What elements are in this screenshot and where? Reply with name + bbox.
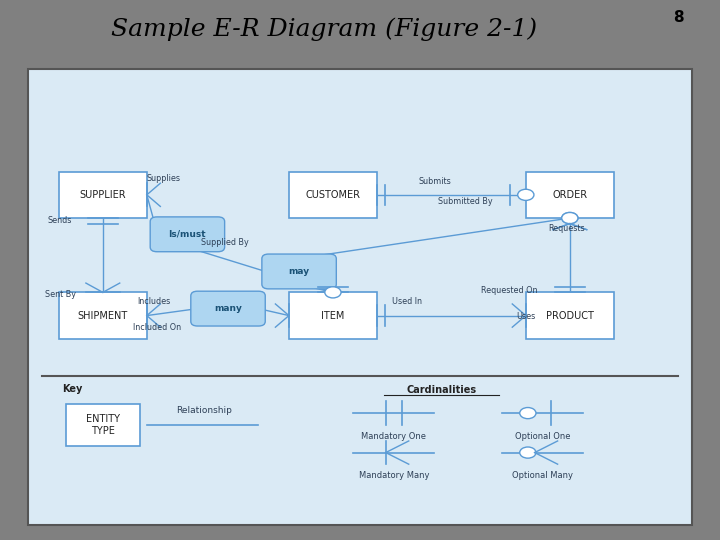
Text: Optional Many: Optional Many — [512, 471, 573, 480]
Text: ORDER: ORDER — [552, 190, 588, 200]
FancyBboxPatch shape — [191, 291, 265, 326]
Circle shape — [562, 212, 578, 224]
Text: Optional One: Optional One — [515, 431, 570, 441]
FancyBboxPatch shape — [28, 70, 692, 524]
Text: Key: Key — [62, 384, 83, 394]
FancyBboxPatch shape — [289, 292, 377, 339]
Text: SUPPLIER: SUPPLIER — [79, 190, 126, 200]
Text: Submitted By: Submitted By — [438, 197, 492, 206]
Text: Supplies: Supplies — [147, 174, 181, 183]
Circle shape — [520, 447, 536, 458]
Text: Mandatory Many: Mandatory Many — [359, 471, 429, 480]
Text: Requested On: Requested On — [481, 286, 537, 294]
Text: may: may — [289, 267, 310, 276]
Text: Sends: Sends — [48, 216, 73, 225]
Text: Is/must: Is/must — [168, 230, 206, 239]
FancyBboxPatch shape — [526, 172, 614, 218]
Text: SHIPMENT: SHIPMENT — [78, 310, 128, 321]
Text: 8: 8 — [673, 10, 684, 25]
Text: Includes: Includes — [137, 297, 170, 306]
Text: CUSTOMER: CUSTOMER — [305, 190, 361, 200]
Text: ENTITY
TYPE: ENTITY TYPE — [86, 414, 120, 435]
FancyBboxPatch shape — [150, 217, 225, 252]
FancyBboxPatch shape — [66, 404, 140, 446]
Text: Cardinalities: Cardinalities — [406, 385, 476, 395]
Text: many: many — [214, 304, 242, 313]
Text: Relationship: Relationship — [176, 407, 233, 415]
Text: Sample E-R Diagram (Figure 2-1): Sample E-R Diagram (Figure 2-1) — [111, 17, 537, 41]
Text: Included On: Included On — [133, 323, 181, 332]
Circle shape — [325, 287, 341, 298]
Text: PRODUCT: PRODUCT — [546, 310, 594, 321]
Circle shape — [518, 189, 534, 200]
Circle shape — [562, 212, 578, 224]
FancyBboxPatch shape — [289, 172, 377, 218]
Text: Used In: Used In — [392, 297, 423, 306]
FancyBboxPatch shape — [262, 254, 336, 289]
Text: Submits: Submits — [418, 177, 451, 186]
Text: Mandatory One: Mandatory One — [361, 431, 426, 441]
Text: Sent By: Sent By — [45, 290, 76, 299]
Circle shape — [520, 408, 536, 418]
Text: Supplied By: Supplied By — [201, 238, 248, 247]
FancyBboxPatch shape — [59, 292, 147, 339]
FancyBboxPatch shape — [526, 292, 614, 339]
Text: ITEM: ITEM — [321, 310, 345, 321]
Text: Requests: Requests — [548, 224, 585, 233]
FancyBboxPatch shape — [59, 172, 147, 218]
Text: Uses: Uses — [516, 312, 536, 321]
